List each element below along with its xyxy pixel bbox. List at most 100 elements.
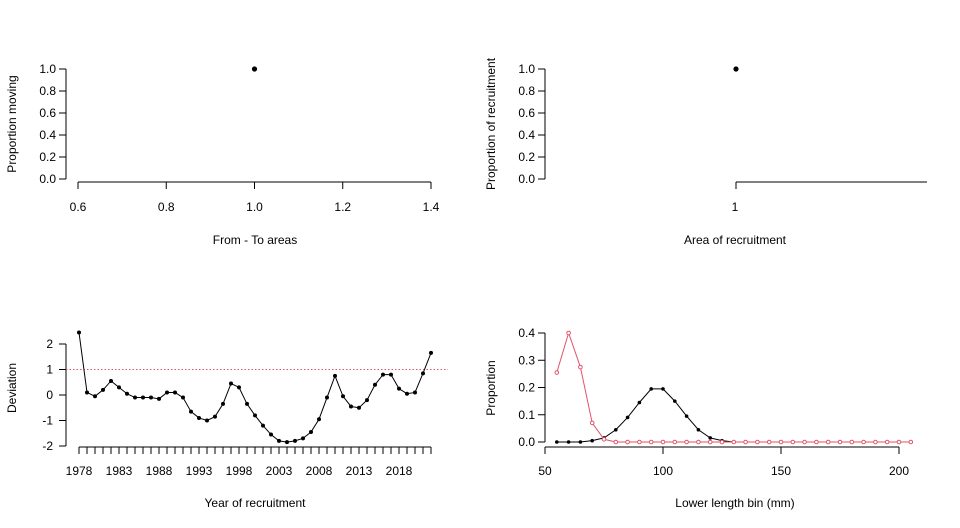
- p4-x-axis: 50 100 150 200: [538, 446, 909, 478]
- data-point: [301, 436, 305, 441]
- data-point: [578, 364, 583, 370]
- y-tick-label: 0: [46, 388, 53, 402]
- data-point: [85, 390, 89, 395]
- data-point: [555, 440, 559, 444]
- data-point: [614, 427, 618, 432]
- series-line: [556, 331, 911, 443]
- x-tick-label: 0.8: [158, 200, 175, 214]
- data-point: [133, 395, 137, 400]
- data-point: [637, 400, 642, 405]
- p2-y-label: Proportion of recruitment: [484, 57, 498, 190]
- x-tick-label: 1.0: [246, 200, 263, 214]
- data-point: [637, 439, 642, 445]
- data-point: [625, 415, 630, 420]
- p2-x-label: Area of recruitment: [684, 233, 787, 247]
- y-tick-label: 0.8: [39, 84, 56, 98]
- data-point: [341, 394, 345, 399]
- p3-y-label: Deviation: [5, 363, 19, 413]
- x-tick-label: 1978: [66, 464, 93, 478]
- data-point: [589, 420, 595, 426]
- data-point: [141, 395, 145, 400]
- data-point: [365, 398, 369, 403]
- y-tick-label: 1.0: [39, 62, 56, 76]
- data-point: [825, 439, 831, 445]
- data-point: [884, 439, 890, 445]
- data-point: [566, 330, 571, 336]
- y-tick-label: 0.6: [518, 106, 535, 120]
- data-point: [766, 439, 772, 445]
- p1-points: [251, 66, 258, 72]
- data-point: [413, 390, 417, 395]
- data-point: [673, 399, 677, 403]
- data-point: [790, 439, 796, 445]
- data-point: [554, 370, 560, 375]
- data-point: [814, 439, 819, 445]
- data-point: [333, 373, 337, 378]
- data-point: [205, 418, 209, 423]
- data-point: [896, 439, 902, 445]
- data-point: [325, 395, 329, 400]
- data-point: [755, 439, 760, 445]
- p2-points: [733, 66, 739, 72]
- data-point: [731, 439, 737, 445]
- data-point: [229, 381, 233, 386]
- data-point: [578, 440, 583, 444]
- data-point: [165, 390, 169, 395]
- p4-series: [554, 330, 914, 445]
- data-point: [672, 439, 678, 445]
- x-tick-label: 1988: [146, 464, 173, 478]
- data-point: [660, 439, 666, 445]
- x-tick-label: 2003: [266, 464, 293, 478]
- data-point: [861, 439, 866, 445]
- p1-y-axis: 0.0 0.2 0.4 0.6 0.8 1.0: [39, 62, 67, 186]
- x-tick-label: 100: [653, 464, 673, 478]
- series-line: [556, 388, 911, 443]
- p4-y-label: Proportion: [484, 360, 498, 415]
- data-point: [649, 387, 653, 391]
- panel-recruitment-deviation: -2 -1 0 1 2 1978 1983 1988 1993 1998 2003 2008 2013…: [5, 330, 448, 510]
- data-point: [733, 66, 739, 72]
- panel-length-bin: 0.0 0.1 0.2 0.3 0.4 50 100 150 200 Lower length…: [484, 326, 914, 510]
- data-point: [253, 413, 257, 418]
- x-tick-label: 1998: [226, 464, 253, 478]
- data-point: [117, 385, 121, 390]
- y-tick-label: 0.0: [518, 172, 535, 186]
- y-tick-label: 0.0: [518, 435, 535, 449]
- data-point: [349, 404, 353, 409]
- data-point: [181, 395, 185, 400]
- data-point: [684, 414, 689, 418]
- y-tick-label: 0.8: [518, 84, 535, 98]
- y-tick-label: 0.0: [39, 172, 56, 186]
- data-point: [189, 409, 193, 414]
- data-point: [849, 439, 855, 445]
- data-point: [277, 438, 281, 443]
- x-tick-label: 2008: [306, 464, 333, 478]
- data-point: [661, 387, 665, 391]
- data-point: [221, 401, 225, 406]
- data-point: [743, 439, 748, 445]
- data-point: [149, 395, 153, 400]
- data-point: [157, 396, 161, 401]
- data-point: [696, 427, 701, 432]
- data-point: [285, 440, 289, 445]
- p3-x-label: Year of recruitment: [205, 496, 307, 510]
- data-point: [908, 439, 914, 445]
- data-point: [77, 330, 81, 335]
- data-point: [802, 439, 807, 445]
- p3-y-axis: -2 -1 0 1 2: [42, 337, 67, 453]
- p1-x-axis: 0.6 0.8 1.0 1.2 1.4: [70, 181, 440, 214]
- data-point: [429, 350, 433, 355]
- x-tick-label: 1: [732, 200, 739, 214]
- x-tick-label: 1983: [106, 464, 133, 478]
- data-point: [357, 405, 361, 410]
- data-point: [696, 439, 701, 445]
- p3-x-axis: 1978 1983 1988 1993 1998 2003 2008 2013 2018: [66, 446, 432, 478]
- p1-x-label: From - To areas: [213, 233, 297, 247]
- data-point: [251, 66, 258, 72]
- data-point: [778, 439, 784, 445]
- p2-x-axis: 1: [732, 181, 927, 214]
- p4-x-label: Lower length bin (mm): [675, 496, 794, 510]
- data-point: [648, 439, 654, 445]
- data-point: [245, 401, 249, 406]
